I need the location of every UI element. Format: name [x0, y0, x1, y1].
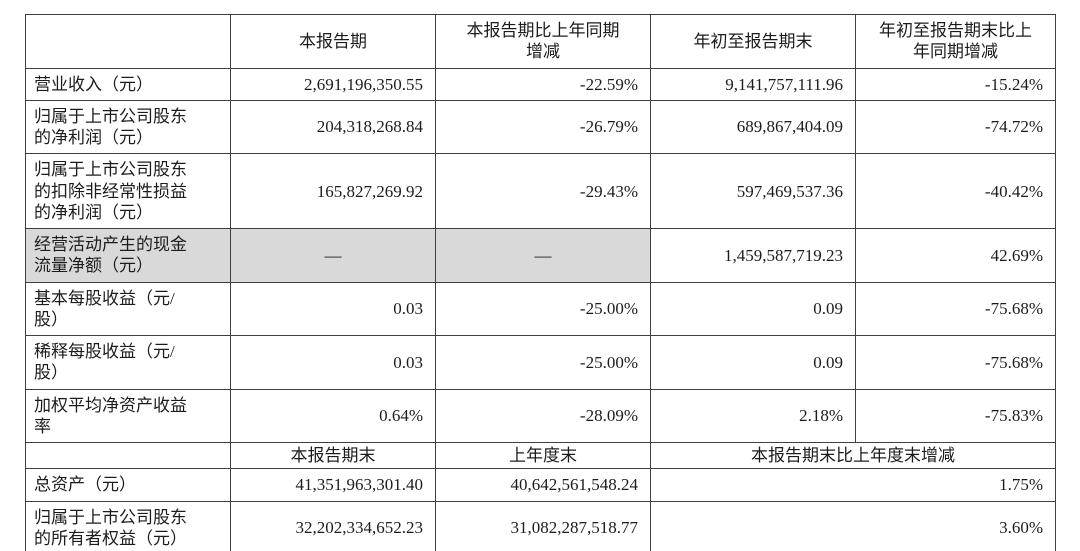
revenue-yoy-change: -22.59%	[435, 67, 651, 101]
roe-yoy-change: -28.09%	[435, 388, 651, 443]
table-row-net-profit: 归属于上市公司股东 的净利润（元） 204,318,268.84 -26.79%…	[25, 99, 1056, 155]
net-profit-excl-yoy-change: -29.43%	[435, 153, 651, 229]
equity-prior-year-end: 31,082,287,518.77	[435, 500, 651, 551]
row-label-diluted-eps: 稀释每股收益（元/ 股）	[25, 335, 231, 390]
cash-flow-current-dash: —	[230, 228, 436, 283]
total-assets-change: 1.75%	[650, 468, 1056, 502]
diluted-eps-yoy-change: -25.00%	[435, 335, 651, 390]
basic-eps-ytd: 0.09	[650, 281, 856, 336]
revenue-ytd: 9,141,757,111.96	[650, 67, 856, 101]
table-row-diluted-eps: 稀释每股收益（元/ 股） 0.03 -25.00% 0.09 -75.68%	[25, 335, 1056, 390]
row-label-operating-cash-flow: 经营活动产生的现金 流量净额（元）	[25, 228, 231, 283]
equity-period-end: 32,202,334,652.23	[230, 500, 436, 551]
row-label-revenue: 营业收入（元）	[25, 67, 231, 101]
col-header-yoy-change: 本报告期比上年同期 增减	[435, 14, 651, 69]
cash-flow-ytd-yoy-change: 42.69%	[855, 228, 1056, 283]
total-assets-period-end: 41,351,963,301.40	[230, 468, 436, 502]
corner-cell	[25, 14, 231, 69]
net-profit-ytd: 689,867,404.09	[650, 99, 856, 155]
net-profit-yoy-change: -26.79%	[435, 99, 651, 155]
table-row-basic-eps: 基本每股收益（元/ 股） 0.03 -25.00% 0.09 -75.68%	[25, 281, 1056, 336]
section1-header-row: 本报告期 本报告期比上年同期 增减 年初至报告期末 年初至报告期末比上 年同期增…	[25, 14, 1056, 69]
net-profit-current: 204,318,268.84	[230, 99, 436, 155]
row-label-weighted-avg-roe: 加权平均净资产收益 率	[25, 388, 231, 443]
basic-eps-ytd-yoy-change: -75.68%	[855, 281, 1056, 336]
row-label-net-profit-excl-nonrecurring: 归属于上市公司股东 的扣除非经常性损益 的净利润（元）	[25, 153, 231, 229]
roe-ytd: 2.18%	[650, 388, 856, 443]
diluted-eps-ytd-yoy-change: -75.68%	[855, 335, 1056, 390]
col-header-prior-year-end: 上年度末	[435, 441, 651, 470]
cash-flow-ytd: 1,459,587,719.23	[650, 228, 856, 283]
row-label-shareholders-equity: 归属于上市公司股东 的所有者权益（元）	[25, 500, 231, 551]
total-assets-prior-year-end: 40,642,561,548.24	[435, 468, 651, 502]
table-row-revenue: 营业收入（元） 2,691,196,350.55 -22.59% 9,141,7…	[25, 67, 1056, 101]
diluted-eps-current: 0.03	[230, 335, 436, 390]
net-profit-ytd-yoy-change: -74.72%	[855, 99, 1056, 155]
diluted-eps-ytd: 0.09	[650, 335, 856, 390]
row-label-total-assets: 总资产（元）	[25, 468, 231, 502]
row-label-basic-eps: 基本每股收益（元/ 股）	[25, 281, 231, 336]
basic-eps-current: 0.03	[230, 281, 436, 336]
col-header-period-end-change: 本报告期末比上年度末增减	[650, 441, 1056, 470]
col-header-current-period: 本报告期	[230, 14, 436, 69]
col-header-ytd: 年初至报告期末	[650, 14, 856, 69]
table-row-weighted-avg-roe: 加权平均净资产收益 率 0.64% -28.09% 2.18% -75.83%	[25, 388, 1056, 443]
corner-cell-2	[25, 441, 231, 470]
table-row-shareholders-equity: 归属于上市公司股东 的所有者权益（元） 32,202,334,652.23 31…	[25, 500, 1056, 551]
section2-header-row: 本报告期末 上年度末 本报告期末比上年度末增减	[25, 441, 1056, 470]
equity-change: 3.60%	[650, 500, 1056, 551]
table-row-net-profit-excl-nonrecurring: 归属于上市公司股东 的扣除非经常性损益 的净利润（元） 165,827,269.…	[25, 153, 1056, 229]
revenue-current: 2,691,196,350.55	[230, 67, 436, 101]
net-profit-excl-current: 165,827,269.92	[230, 153, 436, 229]
net-profit-excl-ytd-yoy-change: -40.42%	[855, 153, 1056, 229]
basic-eps-yoy-change: -25.00%	[435, 281, 651, 336]
table-row-operating-cash-flow: 经营活动产生的现金 流量净额（元） — — 1,459,587,719.23 4…	[25, 228, 1056, 283]
row-label-net-profit: 归属于上市公司股东 的净利润（元）	[25, 99, 231, 155]
col-header-period-end: 本报告期末	[230, 441, 436, 470]
revenue-ytd-yoy-change: -15.24%	[855, 67, 1056, 101]
roe-ytd-yoy-change: -75.83%	[855, 388, 1056, 443]
net-profit-excl-ytd: 597,469,537.36	[650, 153, 856, 229]
roe-current: 0.64%	[230, 388, 436, 443]
cash-flow-yoy-change-dash: —	[435, 228, 651, 283]
financial-summary-table: 本报告期 本报告期比上年同期 增减 年初至报告期末 年初至报告期末比上 年同期增…	[25, 14, 1056, 551]
table-row-total-assets: 总资产（元） 41,351,963,301.40 40,642,561,548.…	[25, 468, 1056, 502]
col-header-ytd-yoy-change: 年初至报告期末比上 年同期增减	[855, 14, 1056, 69]
